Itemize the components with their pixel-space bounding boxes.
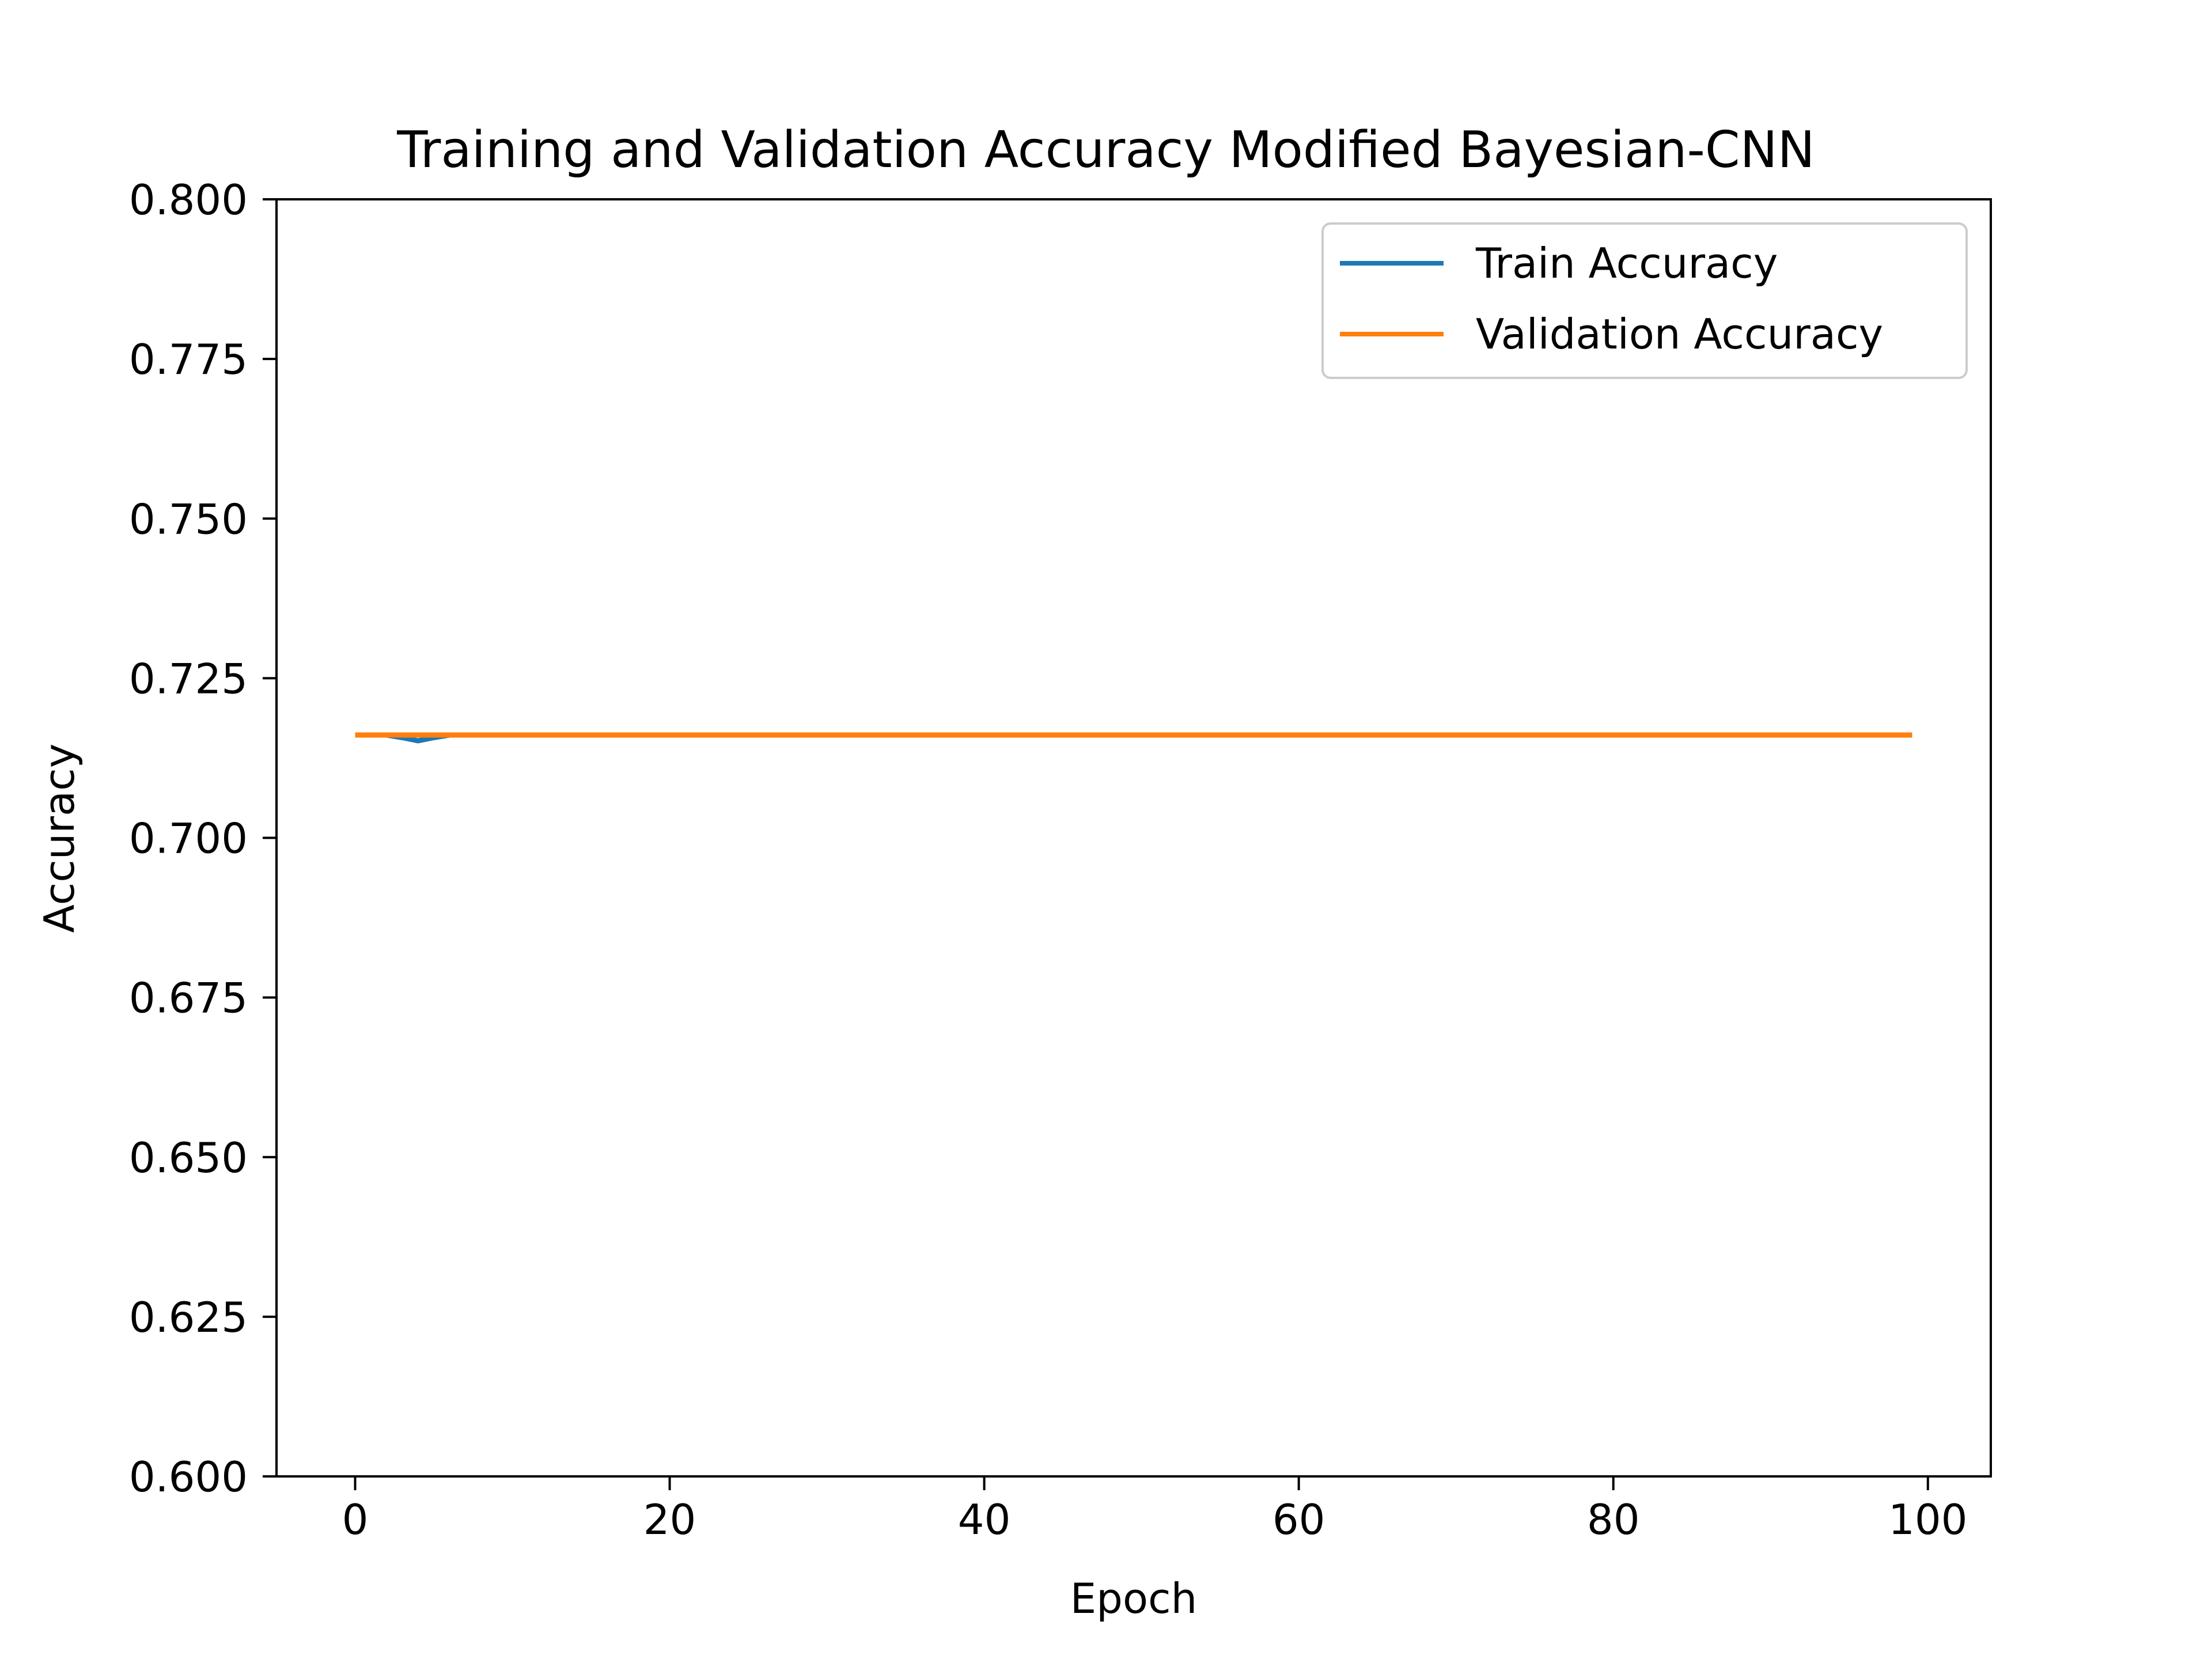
y-tick-label: 0.675 (129, 974, 248, 1022)
y-tick-label: 0.700 (129, 815, 248, 863)
y-tick-label: 0.800 (129, 176, 248, 224)
y-tick-label: 0.750 (129, 495, 248, 543)
y-tick-label: 0.725 (129, 654, 248, 703)
series-layer (355, 732, 1912, 744)
y-axis-label: Accuracy (35, 744, 84, 933)
x-tick-label: 20 (643, 1495, 696, 1544)
legend-label-validation-accuracy: Validation Accuracy (1476, 310, 1883, 358)
legend: Train Accuracy Validation Accuracy (1321, 222, 1968, 379)
y-tick-label: 0.600 (129, 1453, 248, 1501)
x-tick-label: 100 (1888, 1495, 1967, 1544)
legend-label-train-accuracy: Train Accuracy (1475, 239, 1778, 287)
y-tick-label: 0.775 (129, 335, 248, 384)
legend-frame (1321, 222, 1968, 379)
x-tick-label: 40 (958, 1495, 1011, 1544)
x-tick-label: 60 (1272, 1495, 1325, 1544)
x-tick-label: 80 (1587, 1495, 1640, 1544)
x-tick-label: 0 (342, 1495, 369, 1544)
y-tick-label: 0.625 (129, 1293, 248, 1342)
chart-title: Training and Validation Accuracy Modifie… (396, 120, 1815, 179)
plot-frame (275, 198, 1992, 1478)
ticks-layer: 0 20 40 60 80 100 0.600 0.625 0.650 0.675 0.700 0.7… (129, 176, 1968, 1544)
x-axis-label: Epoch (1070, 1574, 1197, 1623)
y-tick-label: 0.650 (129, 1134, 248, 1182)
